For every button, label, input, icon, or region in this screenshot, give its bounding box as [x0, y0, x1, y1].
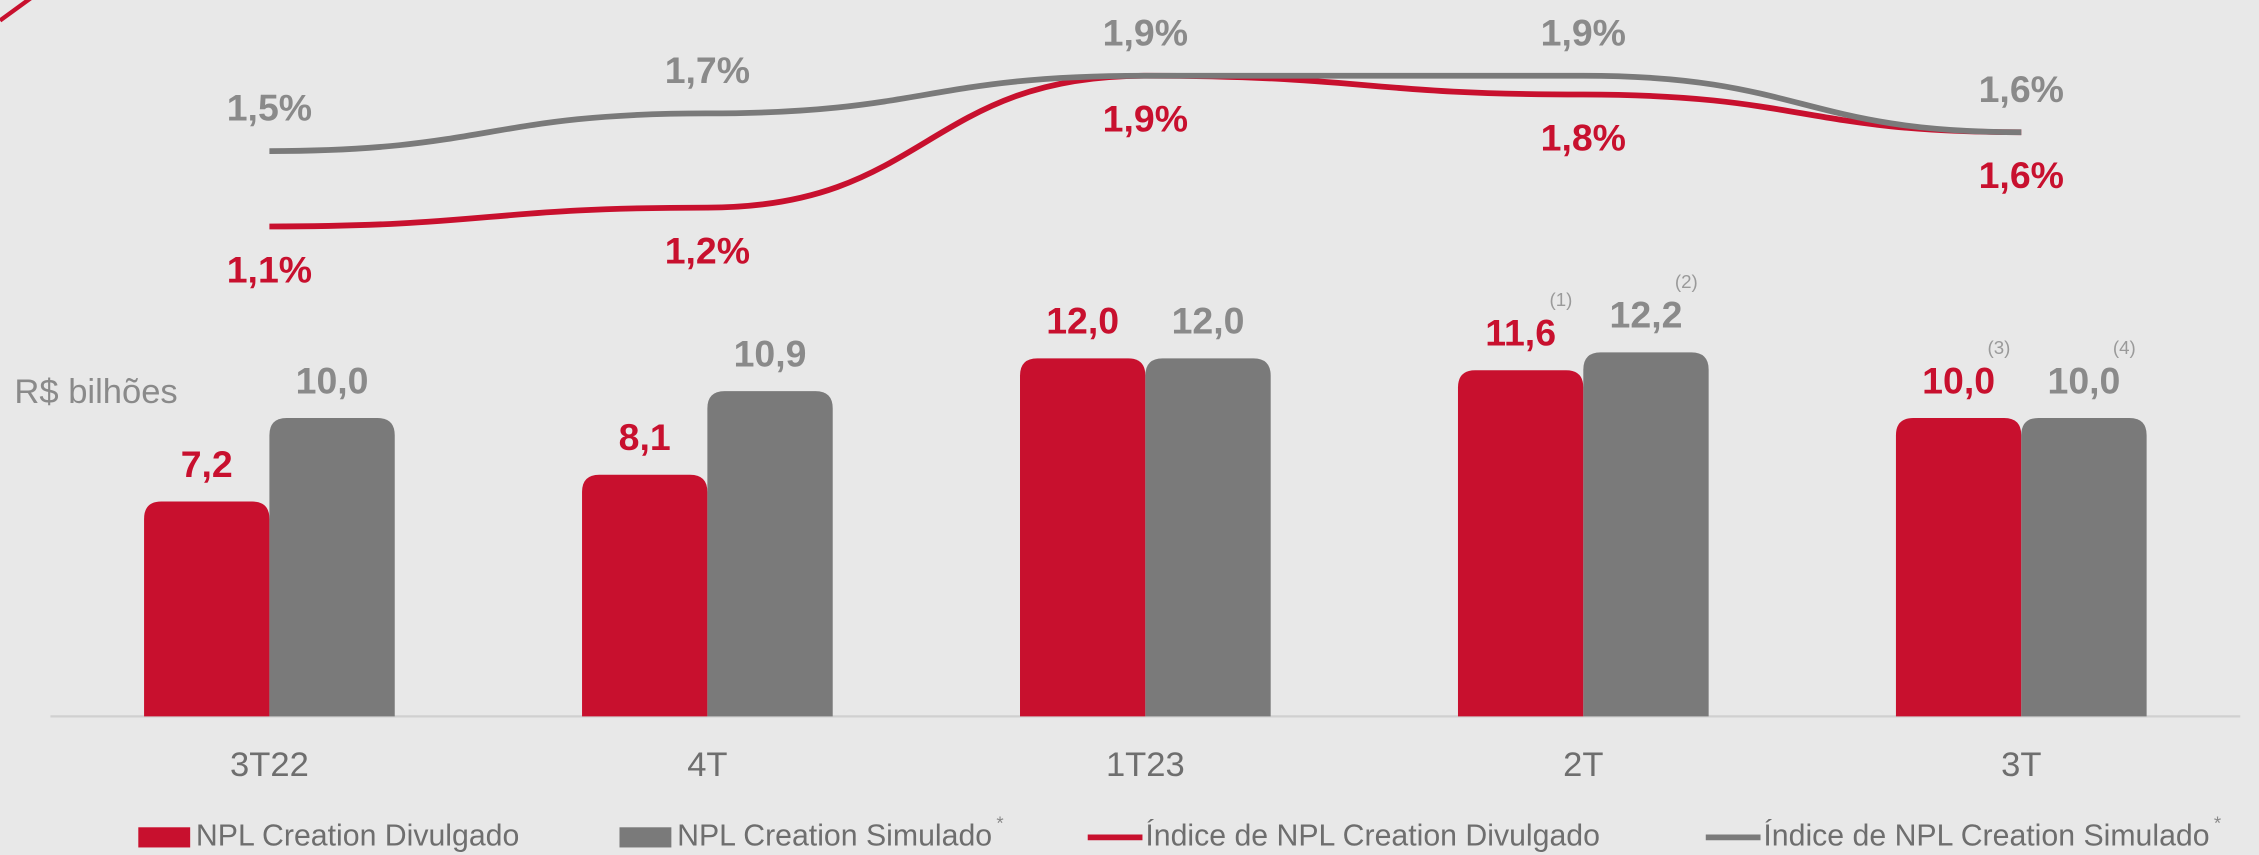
bar — [1145, 358, 1271, 717]
bar — [144, 501, 270, 717]
x-tick-label: 1T23 — [1106, 746, 1185, 784]
value-label: 1,2% — [665, 230, 750, 272]
x-tick-label: 3T — [2001, 746, 2041, 784]
legend-swatch — [138, 827, 191, 848]
bar — [2021, 418, 2147, 717]
value-label: 1,6% — [1979, 68, 2064, 110]
bar — [1020, 358, 1146, 717]
value-label: 10,0 — [2048, 359, 2121, 401]
value-label: 1,6% — [1979, 154, 2064, 196]
bar — [1457, 370, 1584, 717]
legend-note: * — [2214, 812, 2221, 833]
bar — [1895, 418, 2022, 717]
value-label: 1,9% — [1103, 98, 1188, 140]
decor-line — [0, 0, 32, 23]
value-note: (3) — [1988, 337, 2011, 358]
value-label: 8,1 — [619, 416, 671, 458]
line — [269, 72, 2022, 154]
bar — [269, 418, 395, 717]
value-label: 1,5% — [227, 87, 312, 129]
value-label: 11,6 — [1485, 312, 1556, 354]
legend-label: Índice de NPL Creation Simulado — [1763, 819, 2209, 852]
value-label: 7,2 — [181, 443, 233, 485]
value-label: 12,0 — [1172, 300, 1245, 342]
legend-note: * — [996, 812, 1003, 833]
value-label: 12,0 — [1046, 300, 1119, 342]
value-label: 10,0 — [296, 359, 369, 401]
value-label: 1,1% — [227, 248, 312, 290]
value-label: 1,9% — [1103, 11, 1188, 53]
value-label: 10,0 — [1922, 359, 1995, 401]
value-label: 1,7% — [665, 49, 750, 91]
legend-swatch — [619, 827, 672, 848]
bar — [707, 391, 833, 717]
x-tick-label: 4T — [687, 746, 727, 784]
value-note: (4) — [2113, 337, 2136, 358]
y-axis-label: R$ bilhões — [14, 373, 177, 411]
bar — [582, 474, 708, 717]
legend-label: NPL Creation Divulgado — [196, 819, 519, 852]
value-label: 1,9% — [1541, 11, 1626, 53]
value-label: 12,2 — [1610, 294, 1683, 336]
x-tick-label: 3T22 — [230, 746, 309, 784]
legend-label: Índice de NPL Creation Divulgado — [1145, 819, 1600, 852]
value-label: 10,9 — [734, 332, 807, 374]
value-note: (1) — [1550, 289, 1573, 310]
value-label: 1,8% — [1541, 117, 1626, 159]
legend-label: NPL Creation Simulado — [677, 819, 992, 852]
value-note: (2) — [1675, 271, 1698, 292]
bar — [1583, 352, 1709, 717]
x-tick-label: 2T — [1563, 746, 1603, 784]
